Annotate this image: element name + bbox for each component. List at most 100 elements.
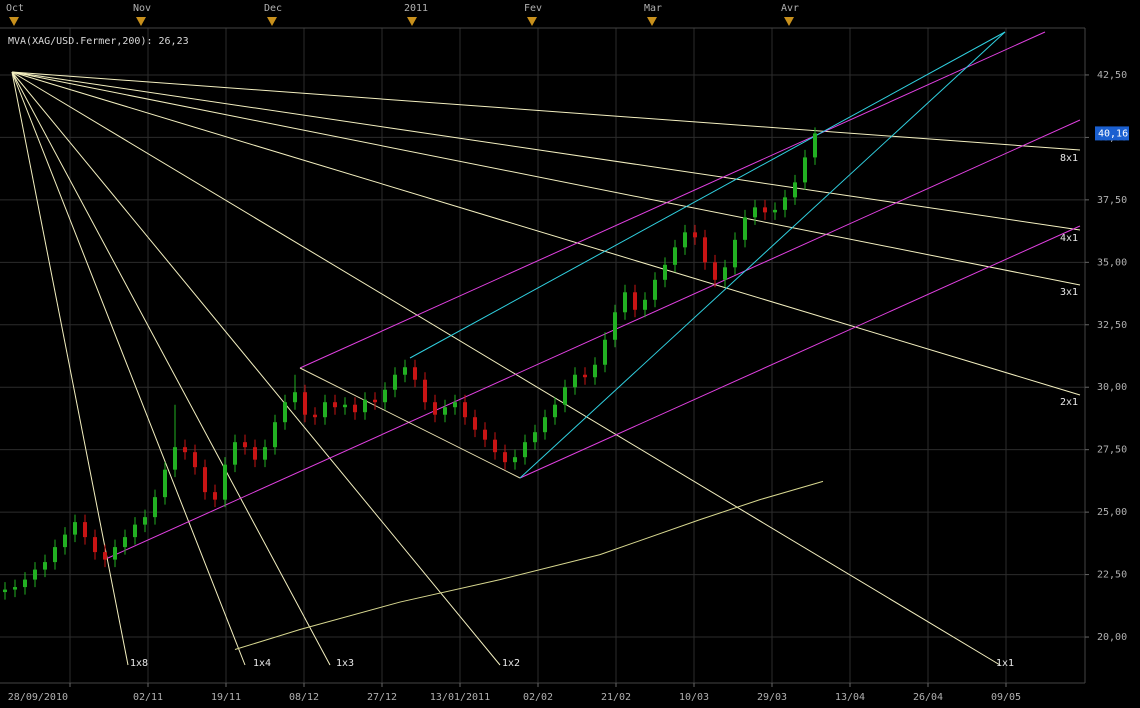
candle-body xyxy=(173,447,177,470)
x-tick-label: 09/05 xyxy=(991,692,1021,703)
candle-body xyxy=(33,569,37,580)
candle-body xyxy=(683,232,687,248)
candle-body xyxy=(723,267,727,280)
pitchfork-line xyxy=(107,119,1081,559)
candle-body xyxy=(243,442,247,448)
fan-label: 1x8 xyxy=(130,658,148,669)
candle-body xyxy=(303,392,307,415)
top-tick-marker xyxy=(784,17,794,26)
fan-line xyxy=(11,71,129,666)
fan-label: 1x3 xyxy=(336,658,354,669)
candle-body xyxy=(203,467,207,493)
fan-line xyxy=(11,71,1081,231)
candle-body xyxy=(753,207,757,218)
pitchfork-handle xyxy=(299,367,521,479)
x-tick-label: 08/12 xyxy=(289,692,319,703)
candle-body xyxy=(313,414,317,418)
last-price-label: 40,16 xyxy=(1098,128,1128,139)
candle-body xyxy=(573,374,577,388)
candle-body xyxy=(263,447,267,460)
candle-body xyxy=(133,524,137,538)
candle-body xyxy=(793,182,797,198)
candle-body xyxy=(83,522,87,538)
top-tick-label: Mar xyxy=(644,3,662,14)
top-tick-marker xyxy=(527,17,537,26)
fan-line xyxy=(11,71,1081,396)
candle-body xyxy=(413,367,417,380)
candle-body xyxy=(643,299,647,310)
x-tick-label: 28/09/2010 xyxy=(8,692,68,703)
fan-line xyxy=(11,71,246,666)
top-tick-label: Nov xyxy=(133,3,151,14)
x-tick-label: 27/12 xyxy=(367,692,397,703)
grid xyxy=(0,28,1085,683)
candle-body xyxy=(223,464,227,500)
candle-body xyxy=(523,442,527,458)
top-tick-label: Oct xyxy=(6,3,24,14)
top-tick-marker xyxy=(267,17,277,26)
candle-body xyxy=(283,402,287,423)
candle-body xyxy=(123,537,127,548)
candle-body xyxy=(463,402,467,418)
x-tick-label: 13/01/2011 xyxy=(430,692,490,703)
candle-body xyxy=(743,217,747,240)
y-tick-label: 27,50 xyxy=(1097,445,1127,456)
candle-body xyxy=(623,292,627,313)
candle-body xyxy=(103,552,107,560)
candle-body xyxy=(213,492,217,500)
candle-body xyxy=(803,157,807,183)
candle-body xyxy=(493,439,497,453)
candle-body xyxy=(253,447,257,460)
candle-body xyxy=(703,237,707,263)
candle-body xyxy=(613,312,617,340)
candle-body xyxy=(693,232,697,238)
x-tick-label: 26/04 xyxy=(913,692,943,703)
x-tick-label: 13/04 xyxy=(835,692,865,703)
fan-label: 4x1 xyxy=(1060,233,1078,244)
candle-body xyxy=(673,247,677,265)
candle-body xyxy=(783,197,787,210)
candle-body xyxy=(663,264,667,280)
fan-label: 2x1 xyxy=(1060,397,1078,408)
candle-body xyxy=(503,452,507,463)
candle-body xyxy=(813,133,817,158)
candle-body xyxy=(593,364,597,378)
candle-body xyxy=(483,429,487,440)
candle-body xyxy=(183,447,187,453)
top-tick-label: Dec xyxy=(264,3,282,14)
candle-body xyxy=(383,389,387,403)
fan-line xyxy=(11,71,1001,666)
fan-line xyxy=(11,71,1081,151)
candle-body xyxy=(113,547,117,560)
candle-body xyxy=(193,452,197,468)
candle-body xyxy=(553,404,557,418)
y-tick-label: 42,50 xyxy=(1097,70,1127,81)
candle-body xyxy=(443,407,447,415)
candle-body xyxy=(373,399,377,403)
candle-body xyxy=(653,279,657,300)
candle-body xyxy=(473,417,477,430)
gann-fan: 8x1 4x1 3x1 2x1 1x1 1x2 1x3 1x4 1x8 xyxy=(11,71,1081,669)
candle-body xyxy=(143,517,147,525)
y-tick-label: 37,50 xyxy=(1097,195,1127,206)
moving-average xyxy=(234,480,824,651)
indicator-title: MVA(XAG/USD.Fermer,200): 26,23 xyxy=(8,36,189,47)
fan-line xyxy=(11,71,331,666)
fan-line xyxy=(11,71,1081,286)
candles xyxy=(3,127,817,600)
y-tick-label: 32,50 xyxy=(1097,320,1127,331)
candle-body xyxy=(353,404,357,413)
fan-label: 3x1 xyxy=(1060,287,1078,298)
pitchfork-line xyxy=(299,31,1046,369)
candle-body xyxy=(43,562,47,570)
candle-body xyxy=(533,432,537,443)
fan-label: 1x2 xyxy=(502,658,520,669)
x-tick-label: 10/03 xyxy=(679,692,709,703)
top-tick-label: Fev xyxy=(524,3,542,14)
x-tick-label: 29/03 xyxy=(757,692,787,703)
candle-body xyxy=(633,292,637,310)
candle-body xyxy=(163,469,167,498)
candle-body xyxy=(563,387,567,405)
pitchfork xyxy=(107,31,1081,559)
candle-body xyxy=(713,262,717,280)
